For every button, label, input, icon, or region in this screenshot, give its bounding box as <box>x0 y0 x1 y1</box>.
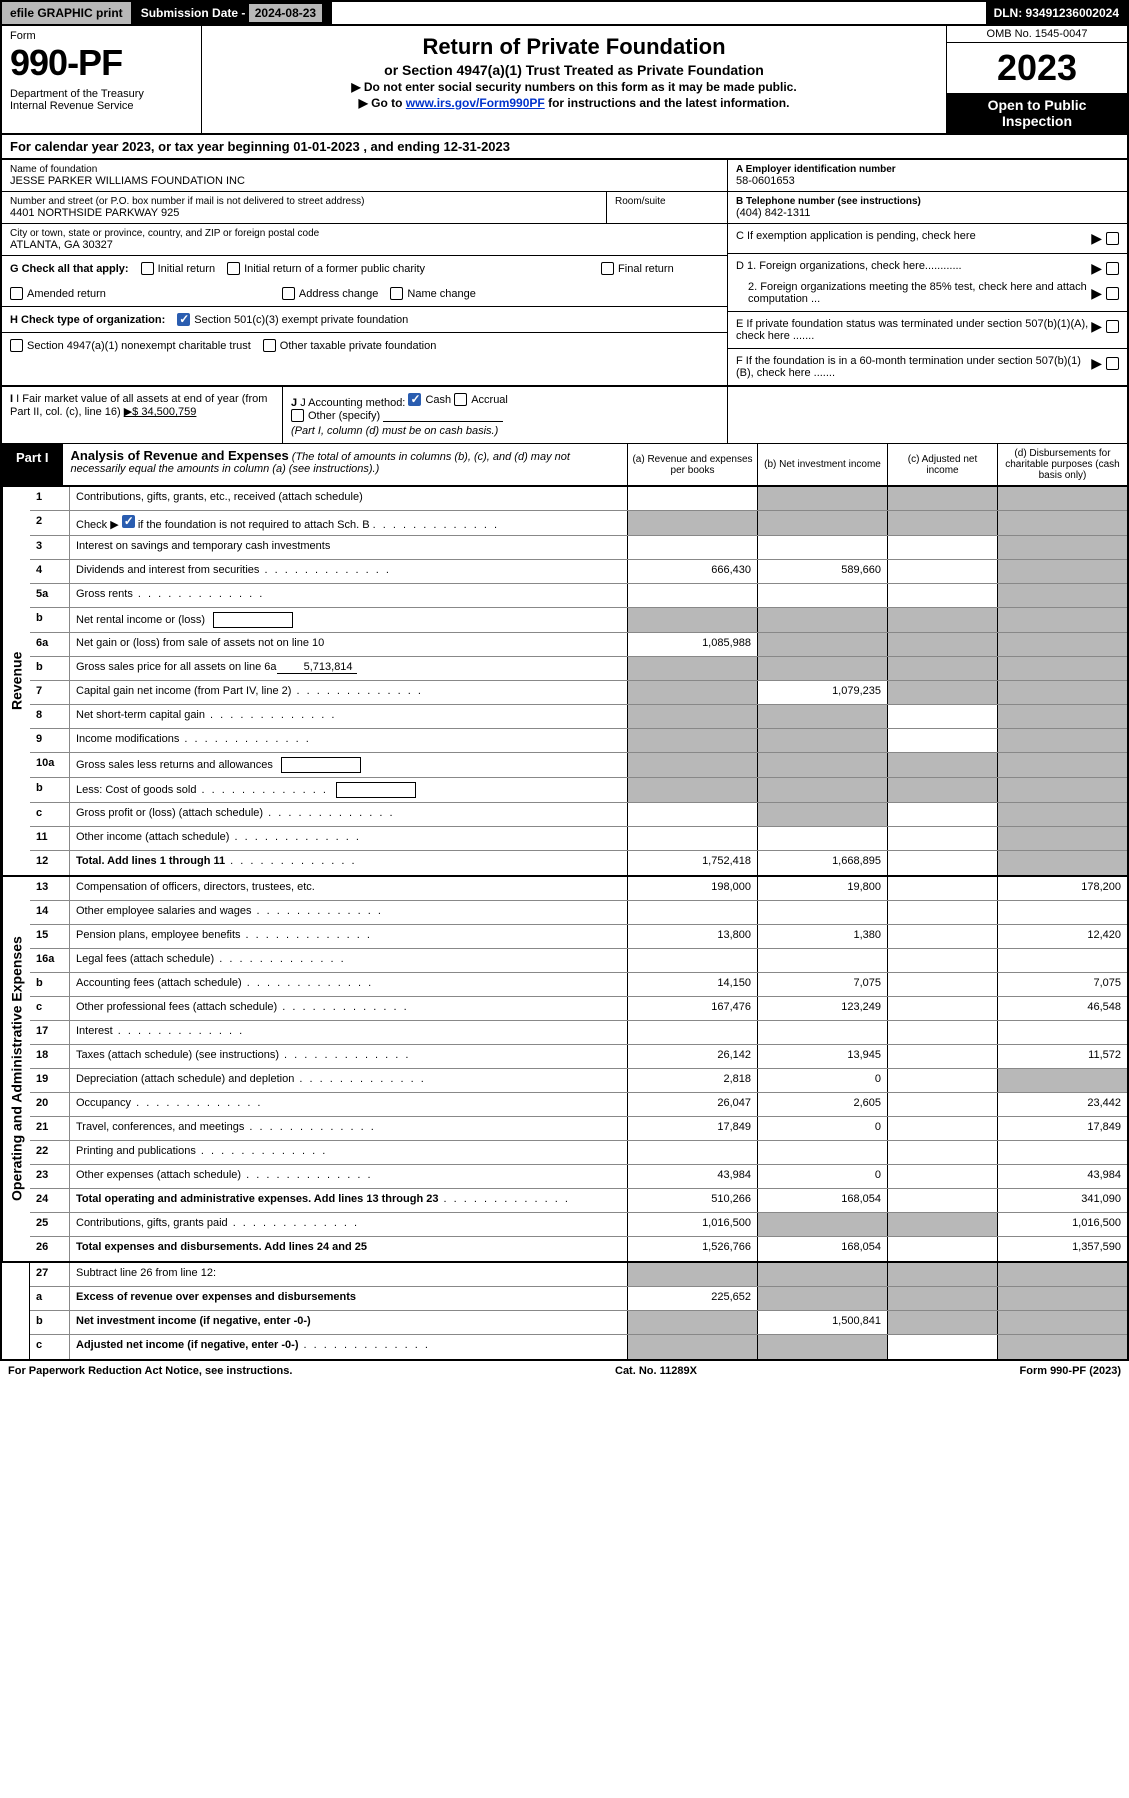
expenses-table: Operating and Administrative Expenses 13… <box>0 877 1129 1263</box>
g-initial-return[interactable]: Initial return <box>141 262 215 275</box>
f-check: F If the foundation is in a 60-month ter… <box>728 349 1127 385</box>
f-checkbox[interactable] <box>1106 357 1119 370</box>
form-number: 990-PF <box>10 42 193 84</box>
g-name-change[interactable]: Name change <box>390 287 476 300</box>
h-check-row-2: Section 4947(a)(1) nonexempt charitable … <box>2 333 727 358</box>
entity-info: Name of foundation JESSE PARKER WILLIAMS… <box>0 160 1129 387</box>
col-c-header: (c) Adjusted net income <box>887 444 997 485</box>
revenue-side-label: Revenue <box>2 487 30 875</box>
name-label: Name of foundation <box>10 164 719 175</box>
open-public-label: Open to Public Inspection <box>947 93 1127 133</box>
irs-link[interactable]: www.irs.gov/Form990PF <box>406 96 545 110</box>
footer-right: Form 990-PF (2023) <box>1020 1365 1122 1377</box>
form-label: Form <box>10 30 193 42</box>
foundation-name: JESSE PARKER WILLIAMS FOUNDATION INC <box>10 175 719 187</box>
revenue-table: Revenue 1Contributions, gifts, grants, e… <box>0 487 1129 877</box>
fmv-cell: I I Fair market value of all assets at e… <box>2 387 282 443</box>
j-cash[interactable]: Cash <box>408 393 451 406</box>
d2-checkbox[interactable] <box>1106 287 1119 300</box>
top-bar: efile GRAPHIC print Submission Date - 20… <box>0 0 1129 26</box>
col-b-header: (b) Net investment income <box>757 444 887 485</box>
col-a-header: (a) Revenue and expenses per books <box>627 444 757 485</box>
h-501c3[interactable]: Section 501(c)(3) exempt private foundat… <box>177 313 408 326</box>
form-header: Form 990-PF Department of the Treasury I… <box>0 26 1129 135</box>
submission-date-label: Submission Date - 2024-08-23 <box>133 2 332 24</box>
line27-table: 27Subtract line 26 from line 12: aExcess… <box>0 1263 1129 1361</box>
fmv-amount: ▶$ 34,500,759 <box>124 406 197 418</box>
col-d-header: (d) Disbursements for charitable purpose… <box>997 444 1127 485</box>
g-initial-former[interactable]: Initial return of a former public charit… <box>227 262 425 275</box>
city-value: ATLANTA, GA 30327 <box>10 239 719 251</box>
page-footer: For Paperwork Reduction Act Notice, see … <box>0 1361 1129 1381</box>
schb-checkbox[interactable] <box>122 515 135 528</box>
j-other[interactable]: Other (specify) <box>291 409 380 422</box>
phone-value: (404) 842-1311 <box>736 207 1119 219</box>
ein-label: A Employer identification number <box>736 164 1119 175</box>
efile-label[interactable]: efile GRAPHIC print <box>2 2 133 24</box>
note-ssn: ▶ Do not enter social security numbers o… <box>210 80 938 94</box>
address-value: 4401 NORTHSIDE PARKWAY 925 <box>10 207 598 219</box>
form-subtitle: or Section 4947(a)(1) Trust Treated as P… <box>210 62 938 78</box>
acct-method: J J Accounting method: Cash Accrual Othe… <box>282 387 727 443</box>
tax-year: 2023 <box>947 43 1127 93</box>
dln-label: DLN: 93491236002024 <box>986 2 1127 24</box>
h-4947[interactable]: Section 4947(a)(1) nonexempt charitable … <box>10 339 251 352</box>
c-checkbox[interactable] <box>1106 232 1119 245</box>
j-accrual[interactable]: Accrual <box>454 393 508 406</box>
part1-label: Part I <box>2 444 63 485</box>
e-checkbox[interactable] <box>1106 320 1119 333</box>
e-check: E If private foundation status was termi… <box>728 312 1127 349</box>
phone-label: B Telephone number (see instructions) <box>736 196 1119 207</box>
note-link: ▶ Go to www.irs.gov/Form990PF for instru… <box>210 96 938 110</box>
g-check-row: G Check all that apply: Initial return I… <box>2 256 727 307</box>
city-label: City or town, state or province, country… <box>10 228 719 239</box>
h-other-taxable[interactable]: Other taxable private foundation <box>263 339 437 352</box>
h-check-row: H Check type of organization: Section 50… <box>2 307 727 333</box>
ein-value: 58-0601653 <box>736 175 1119 187</box>
expenses-side-label: Operating and Administrative Expenses <box>2 877 30 1261</box>
omb-number: OMB No. 1545-0047 <box>947 26 1127 43</box>
g-address-change[interactable]: Address change <box>282 287 379 300</box>
d1-checkbox[interactable] <box>1106 262 1119 275</box>
d-check: D 1. Foreign organizations, check here..… <box>728 254 1127 312</box>
dept-label: Department of the Treasury Internal Reve… <box>10 88 193 112</box>
room-label: Room/suite <box>615 196 719 207</box>
footer-mid: Cat. No. 11289X <box>615 1365 697 1377</box>
footer-left: For Paperwork Reduction Act Notice, see … <box>8 1365 292 1377</box>
part1-header: Part I Analysis of Revenue and Expenses … <box>0 444 1129 487</box>
form-title: Return of Private Foundation <box>210 34 938 60</box>
calendar-year-row: For calendar year 2023, or tax year begi… <box>0 135 1129 160</box>
g-final-return[interactable]: Final return <box>601 262 674 275</box>
address-label: Number and street (or P.O. box number if… <box>10 196 598 207</box>
g-amended[interactable]: Amended return <box>10 287 106 300</box>
c-check: C If exemption application is pending, c… <box>728 224 1127 254</box>
